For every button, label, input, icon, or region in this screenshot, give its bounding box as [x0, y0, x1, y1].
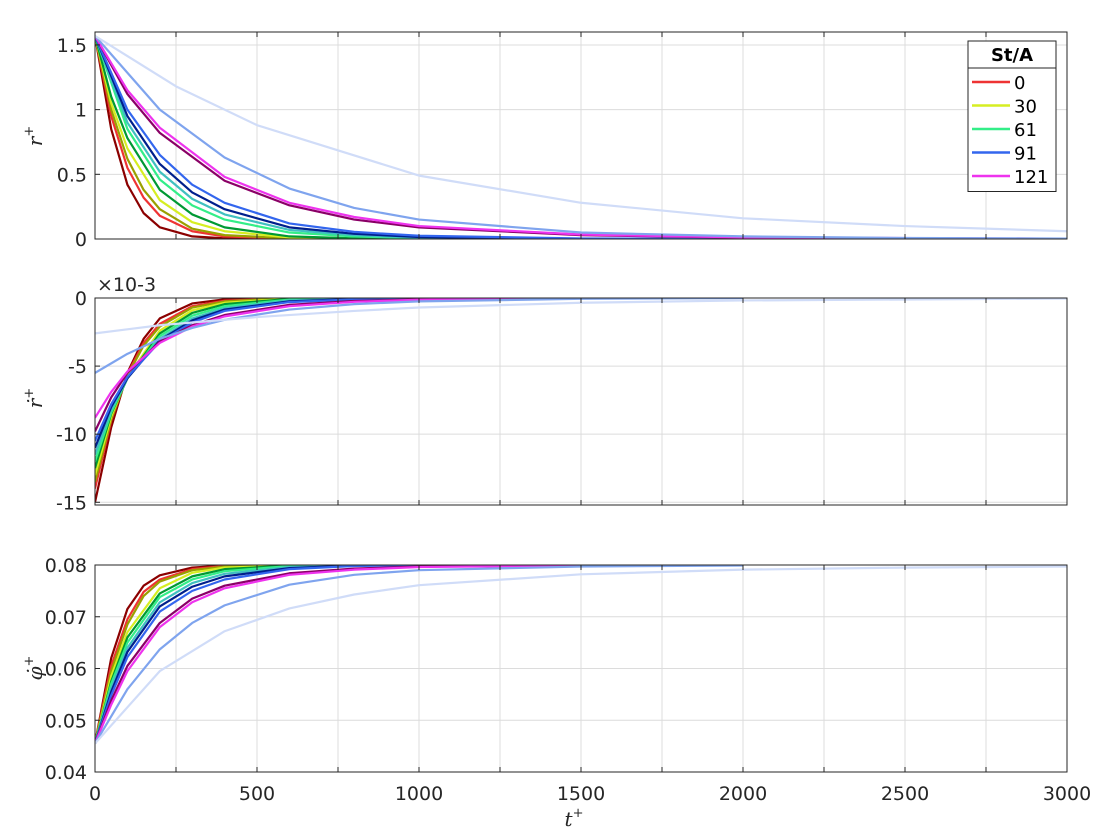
series-line-2	[95, 565, 290, 744]
y-tick-label: 0.04	[45, 762, 87, 784]
legend-label: 91	[1014, 144, 1037, 165]
legend-title: St/A	[991, 45, 1033, 66]
x-tick-label: 500	[239, 783, 275, 805]
series-line-2	[95, 35, 355, 239]
x-tick-label: 2000	[719, 783, 767, 805]
y-tick-label: 0.5	[57, 164, 87, 186]
series-line-10	[95, 565, 582, 744]
series-group	[95, 298, 1067, 503]
y-tick-label: -5	[68, 356, 87, 378]
series-line-0	[95, 35, 290, 239]
y-axis-label: φ̇+	[22, 656, 47, 681]
series-line-5	[95, 565, 355, 744]
legend-label: 0	[1014, 73, 1025, 94]
x-tick-label: 2500	[881, 783, 929, 805]
series-line-7	[95, 35, 582, 239]
series-line-3	[95, 35, 355, 239]
y-tick-label: 0.06	[45, 659, 87, 681]
legend-label: 30	[1014, 97, 1037, 118]
panel-radial-velocity: 0 -5 -10 -15 ×10-3 ṙ+	[22, 274, 1068, 514]
multiplier-label: ×10-3	[97, 274, 156, 296]
y-axis-label: ṙ+	[22, 388, 47, 408]
y-tick-label: 0.07	[45, 607, 87, 629]
y-tick-label: -15	[56, 492, 87, 514]
x-tick-label: 1000	[395, 783, 443, 805]
legend-label: 121	[1014, 167, 1048, 188]
y-tick-label: 0	[75, 229, 87, 251]
x-tick-label: 1500	[557, 783, 605, 805]
panel-radius: 0 0.5 1 1.5 r+	[22, 31, 1068, 251]
series-line-0	[95, 298, 290, 503]
x-tick-label: 0	[89, 783, 101, 805]
x-tick-label: 3000	[1043, 783, 1091, 805]
series-line-12	[95, 34, 1067, 233]
y-tick-label: 1	[75, 100, 87, 122]
y-tick-label: 1.5	[57, 35, 87, 57]
legend-box	[967, 40, 1057, 192]
y-axis-label: r+	[22, 126, 47, 146]
y-tick-label: -10	[56, 424, 87, 446]
y-tick-label: 0.08	[45, 555, 87, 577]
y-tick-label: 0.05	[45, 710, 87, 732]
series-line-8	[95, 565, 420, 744]
y-tick-label: 0	[75, 288, 87, 310]
legend-label: 61	[1014, 120, 1037, 141]
x-axis-label: t+	[565, 806, 584, 831]
series-line-4	[95, 35, 420, 239]
panel-angular-velocity: 0.04 0.05 0.06 0.07 0.08 0 500 1000 1500 2000 2500…	[22, 555, 1091, 831]
